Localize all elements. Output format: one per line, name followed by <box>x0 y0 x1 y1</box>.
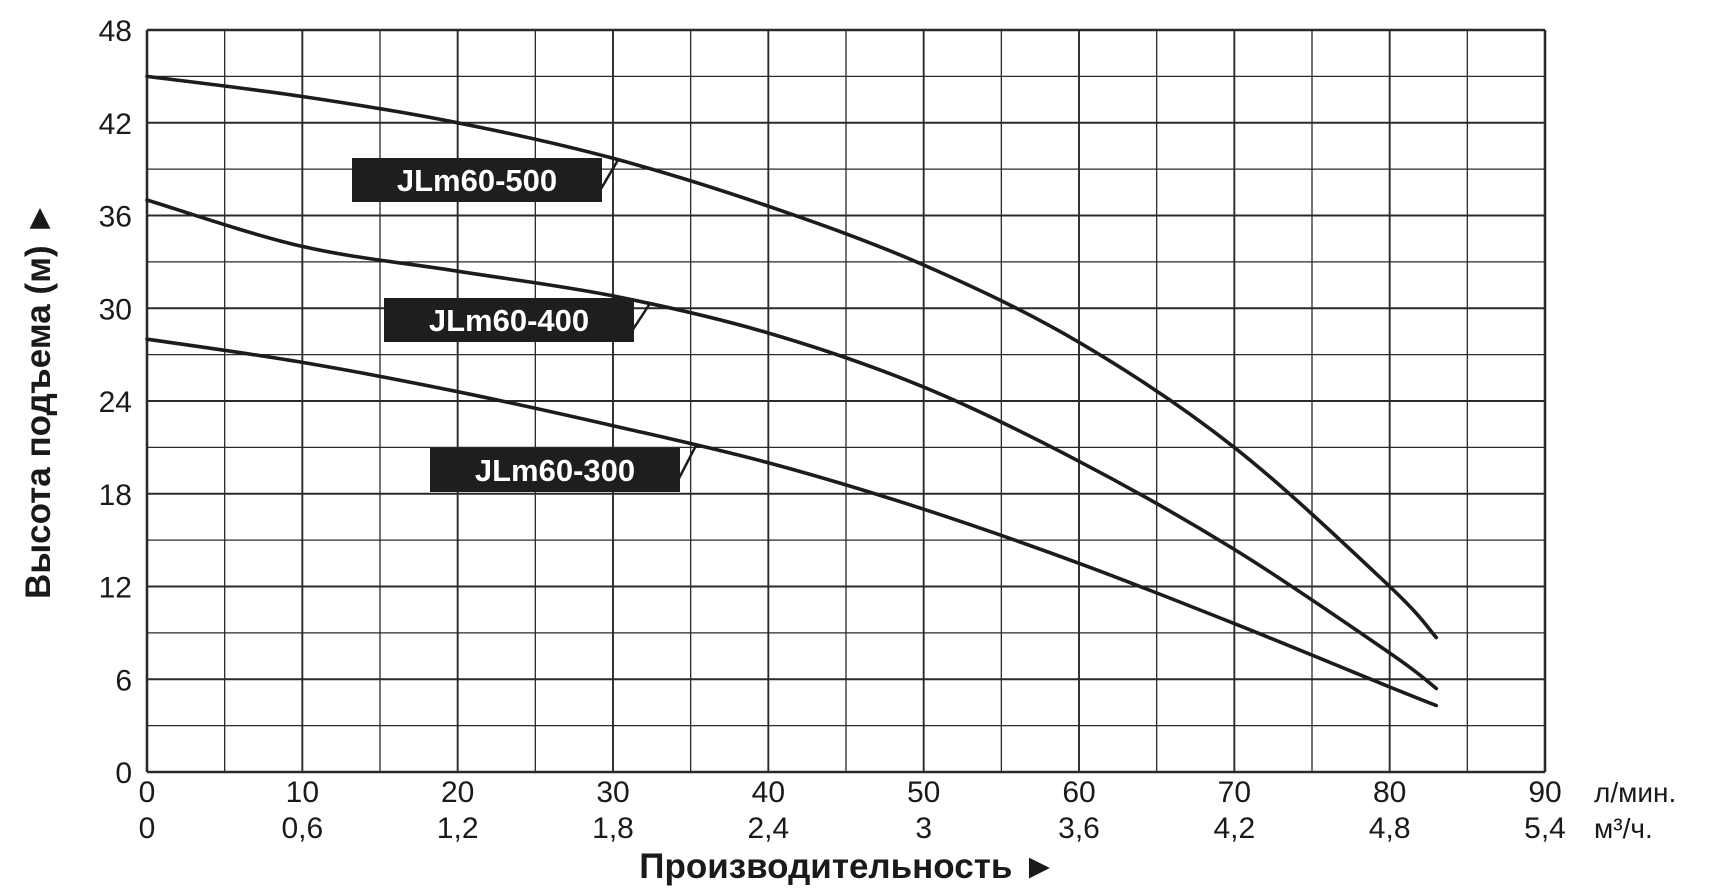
y-tick-label: 18 <box>99 479 132 512</box>
series-labels: JLm60-500 JLm60-400 JLm60-300 <box>352 157 698 492</box>
x-tick-label: 0 <box>139 776 156 809</box>
series-label-box <box>384 298 634 342</box>
y-tick-label: 0 <box>115 757 132 790</box>
x-tick-label: 70 <box>1218 776 1251 809</box>
x-tick-label-secondary: 4,2 <box>1213 812 1255 845</box>
x-tick-labels-primary: 0 10 20 30 40 50 60 70 80 90 <box>139 776 1562 809</box>
y-tick-label: 24 <box>99 386 132 419</box>
x-tick-label-secondary: 3,6 <box>1058 812 1100 845</box>
x-unit-secondary: м³/ч. <box>1594 813 1653 844</box>
series-label: JLm60-500 <box>397 163 557 198</box>
y-tick-labels: 0 6 12 18 24 30 36 42 48 <box>99 15 132 790</box>
x-tick-label-secondary: 0 <box>139 812 156 845</box>
x-axis-title: Производительность ► <box>639 847 1056 886</box>
x-tick-label-secondary: 3 <box>915 812 932 845</box>
x-tick-label: 90 <box>1528 776 1561 809</box>
y-tick-label: 48 <box>99 15 132 48</box>
x-tick-label: 20 <box>441 776 474 809</box>
y-tick-label: 12 <box>99 572 132 605</box>
series-line <box>145 337 1439 708</box>
y-tick-label: 36 <box>99 201 132 234</box>
x-unit-primary: л/мин. <box>1594 777 1676 808</box>
y-axis-title: Высота подъема (м) ► <box>19 201 58 599</box>
x-tick-label: 30 <box>596 776 629 809</box>
x-tick-label: 40 <box>752 776 785 809</box>
x-tick-label-secondary: 1,2 <box>437 812 479 845</box>
x-tick-label-secondary: 1,8 <box>592 812 634 845</box>
series-line <box>145 198 1439 691</box>
x-tick-label: 10 <box>286 776 319 809</box>
series-label-box <box>430 448 680 492</box>
series-label: JLm60-300 <box>475 453 635 488</box>
grid <box>145 28 1547 774</box>
series-label: JLm60-400 <box>429 303 589 338</box>
x-tick-label: 60 <box>1062 776 1095 809</box>
curves <box>145 74 1439 708</box>
x-tick-label-secondary: 0,6 <box>281 812 323 845</box>
x-tick-label: 80 <box>1373 776 1406 809</box>
x-tick-label-secondary: 4,8 <box>1369 812 1411 845</box>
y-tick-label: 30 <box>99 293 132 326</box>
x-tick-label-secondary: 2,4 <box>747 812 789 845</box>
x-tick-label: 50 <box>907 776 940 809</box>
x-tick-label-secondary: 5,4 <box>1524 812 1566 845</box>
x-tick-labels-secondary: 0 0,6 1,2 1,8 2,4 3 3,6 4,2 4,8 5,4 <box>139 812 1566 845</box>
series-label-box <box>352 158 602 202</box>
series-line <box>145 74 1439 640</box>
y-tick-label: 42 <box>99 108 132 141</box>
y-tick-label: 6 <box>115 664 132 697</box>
